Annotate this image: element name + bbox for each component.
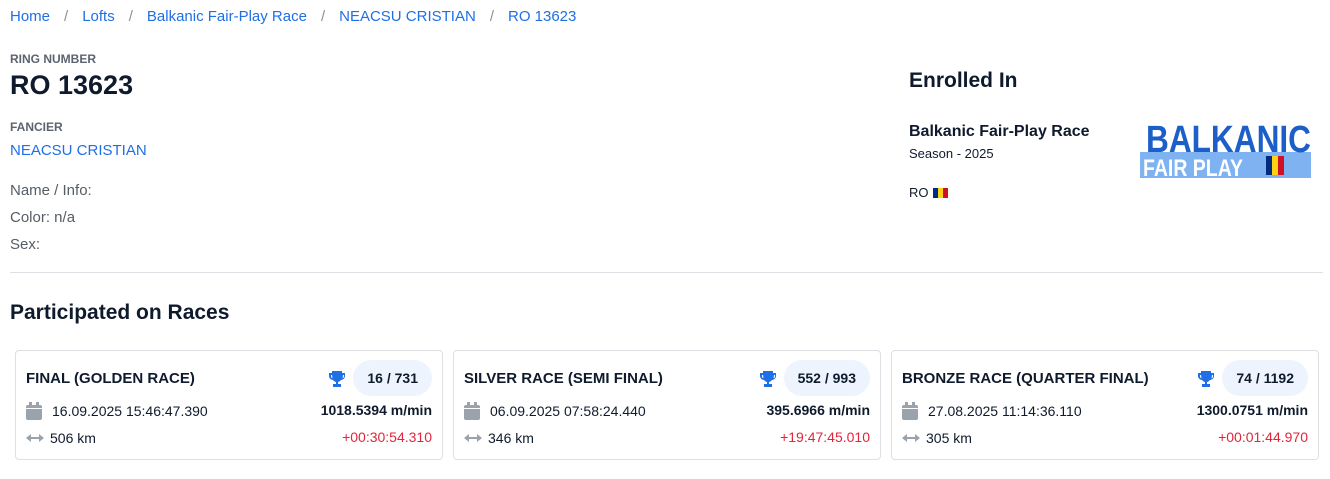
race-distance: 346 km — [464, 430, 534, 446]
race-time-delta: +19:47:45.010 — [780, 429, 870, 445]
race-name: FINAL (GOLDEN RACE) — [26, 370, 195, 387]
arrows-horizontal-icon — [26, 434, 44, 442]
race-speed: 1300.0751 m/min — [1196, 402, 1308, 418]
calendar-icon — [464, 402, 480, 420]
race-name: BRONZE RACE (QUARTER FINAL) — [902, 370, 1149, 387]
svg-text:BALKANIC: BALKANIC — [1146, 119, 1311, 161]
breadcrumb-home[interactable]: Home — [10, 8, 51, 25]
enrolled-title: Enrolled In — [909, 69, 1018, 92]
race-time-delta: +00:30:54.310 — [342, 429, 432, 445]
color-info: Color: n/a — [10, 209, 76, 226]
balkanic-fair-play-logo: BALKANIC FAIR PLAY — [1140, 119, 1311, 178]
sex-info: Sex: — [10, 236, 41, 253]
ring-number-label: RING NUMBER — [10, 52, 96, 66]
breadcrumb-fancier[interactable]: NEACSU CRISTIAN — [339, 8, 476, 25]
divider — [10, 272, 1323, 273]
race-card[interactable]: FINAL (GOLDEN RACE) 16 / 731 16.09.2025 … — [15, 350, 443, 460]
race-date: 16.09.2025 15:46:47.390 — [26, 402, 208, 420]
ring-number: RO 13623 — [10, 70, 134, 100]
race-card[interactable]: SILVER RACE (SEMI FINAL) 552 / 993 06.09… — [453, 350, 881, 460]
rank-badge: 16 / 731 — [353, 360, 432, 396]
breadcrumb-ring[interactable]: RO 13623 — [507, 8, 577, 25]
svg-text:FAIR PLAY: FAIR PLAY — [1143, 155, 1243, 178]
separator: / — [64, 8, 69, 25]
breadcrumb-race[interactable]: Balkanic Fair-Play Race — [146, 8, 307, 25]
fancier-link[interactable]: NEACSU CRISTIAN — [10, 142, 147, 159]
races-title: Participated on Races — [10, 301, 230, 324]
breadcrumb: Home / Lofts / Balkanic Fair-Play Race / NE… — [10, 8, 576, 25]
separator: / — [489, 8, 494, 25]
romania-flag-icon — [932, 187, 948, 198]
arrows-horizontal-icon — [464, 434, 482, 442]
race-card[interactable]: BRONZE RACE (QUARTER FINAL) 74 / 1192 27… — [891, 350, 1319, 460]
separator: / — [128, 8, 133, 25]
race-speed: 1018.5394 m/min — [320, 402, 432, 418]
rank-badge: 552 / 993 — [783, 360, 870, 396]
arrows-horizontal-icon — [902, 434, 920, 442]
race-name: SILVER RACE (SEMI FINAL) — [464, 370, 663, 387]
trophy-icon — [329, 371, 345, 387]
race-distance: 506 km — [26, 430, 96, 446]
calendar-icon — [26, 402, 42, 420]
name-info: Name / Info: — [10, 182, 92, 199]
date-text: 27.08.2025 11:14:36.110 — [928, 403, 1082, 419]
country-code: RO — [909, 185, 929, 200]
date-text: 06.09.2025 07:58:24.440 — [490, 403, 646, 419]
race-date: 27.08.2025 11:14:36.110 — [902, 402, 1082, 420]
distance-text: 506 km — [50, 430, 96, 446]
race-time-delta: +00:01:44.970 — [1218, 429, 1308, 445]
trophy-icon — [1198, 371, 1214, 387]
date-text: 16.09.2025 15:46:47.390 — [52, 403, 208, 419]
separator: / — [320, 8, 326, 25]
breadcrumb-lofts[interactable]: Lofts — [82, 8, 115, 25]
calendar-icon — [902, 402, 918, 420]
enrolled-race-link[interactable]: Balkanic Fair-Play Race — [909, 123, 1090, 140]
season: Season - 2025 — [909, 146, 994, 161]
trophy-icon — [760, 371, 776, 387]
race-speed: 395.6966 m/min — [766, 402, 870, 418]
distance-text: 346 km — [488, 430, 534, 446]
rank-badge: 74 / 1192 — [1222, 360, 1308, 396]
fancier-label: FANCIER — [10, 120, 63, 134]
race-date: 06.09.2025 07:58:24.440 — [464, 402, 646, 420]
race-distance: 305 km — [902, 430, 972, 446]
distance-text: 305 km — [926, 430, 972, 446]
country: RO — [909, 185, 948, 200]
